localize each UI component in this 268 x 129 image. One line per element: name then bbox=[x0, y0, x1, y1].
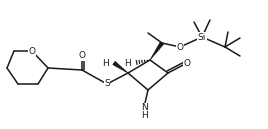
Text: O: O bbox=[79, 51, 85, 61]
Text: N: N bbox=[142, 103, 148, 112]
Text: Si: Si bbox=[198, 33, 206, 42]
Text: S: S bbox=[104, 79, 110, 88]
Text: H: H bbox=[124, 58, 131, 67]
Text: O: O bbox=[184, 58, 191, 67]
Text: O: O bbox=[28, 46, 35, 55]
Polygon shape bbox=[113, 61, 128, 73]
Polygon shape bbox=[150, 42, 164, 60]
Text: H: H bbox=[102, 58, 109, 67]
Text: H: H bbox=[142, 111, 148, 120]
Text: O: O bbox=[177, 42, 184, 51]
